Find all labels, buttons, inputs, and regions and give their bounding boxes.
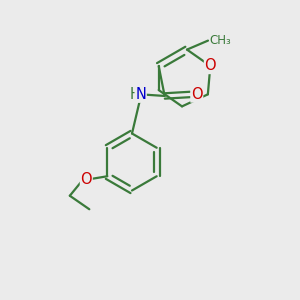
Text: O: O [191, 87, 202, 102]
Text: CH₃: CH₃ [209, 34, 231, 47]
Text: O: O [80, 172, 92, 187]
Text: H: H [129, 87, 140, 102]
Text: N: N [135, 87, 146, 102]
Text: O: O [205, 58, 216, 74]
